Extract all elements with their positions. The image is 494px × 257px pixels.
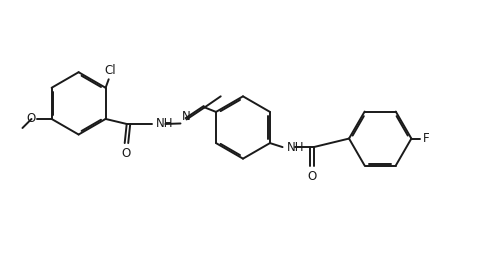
- Text: F: F: [423, 132, 430, 145]
- Text: N: N: [181, 110, 190, 123]
- Text: O: O: [122, 147, 131, 160]
- Text: O: O: [26, 113, 36, 125]
- Text: NH: NH: [157, 117, 174, 130]
- Text: NH: NH: [287, 141, 305, 154]
- Text: O: O: [308, 170, 317, 183]
- Text: Cl: Cl: [104, 64, 116, 77]
